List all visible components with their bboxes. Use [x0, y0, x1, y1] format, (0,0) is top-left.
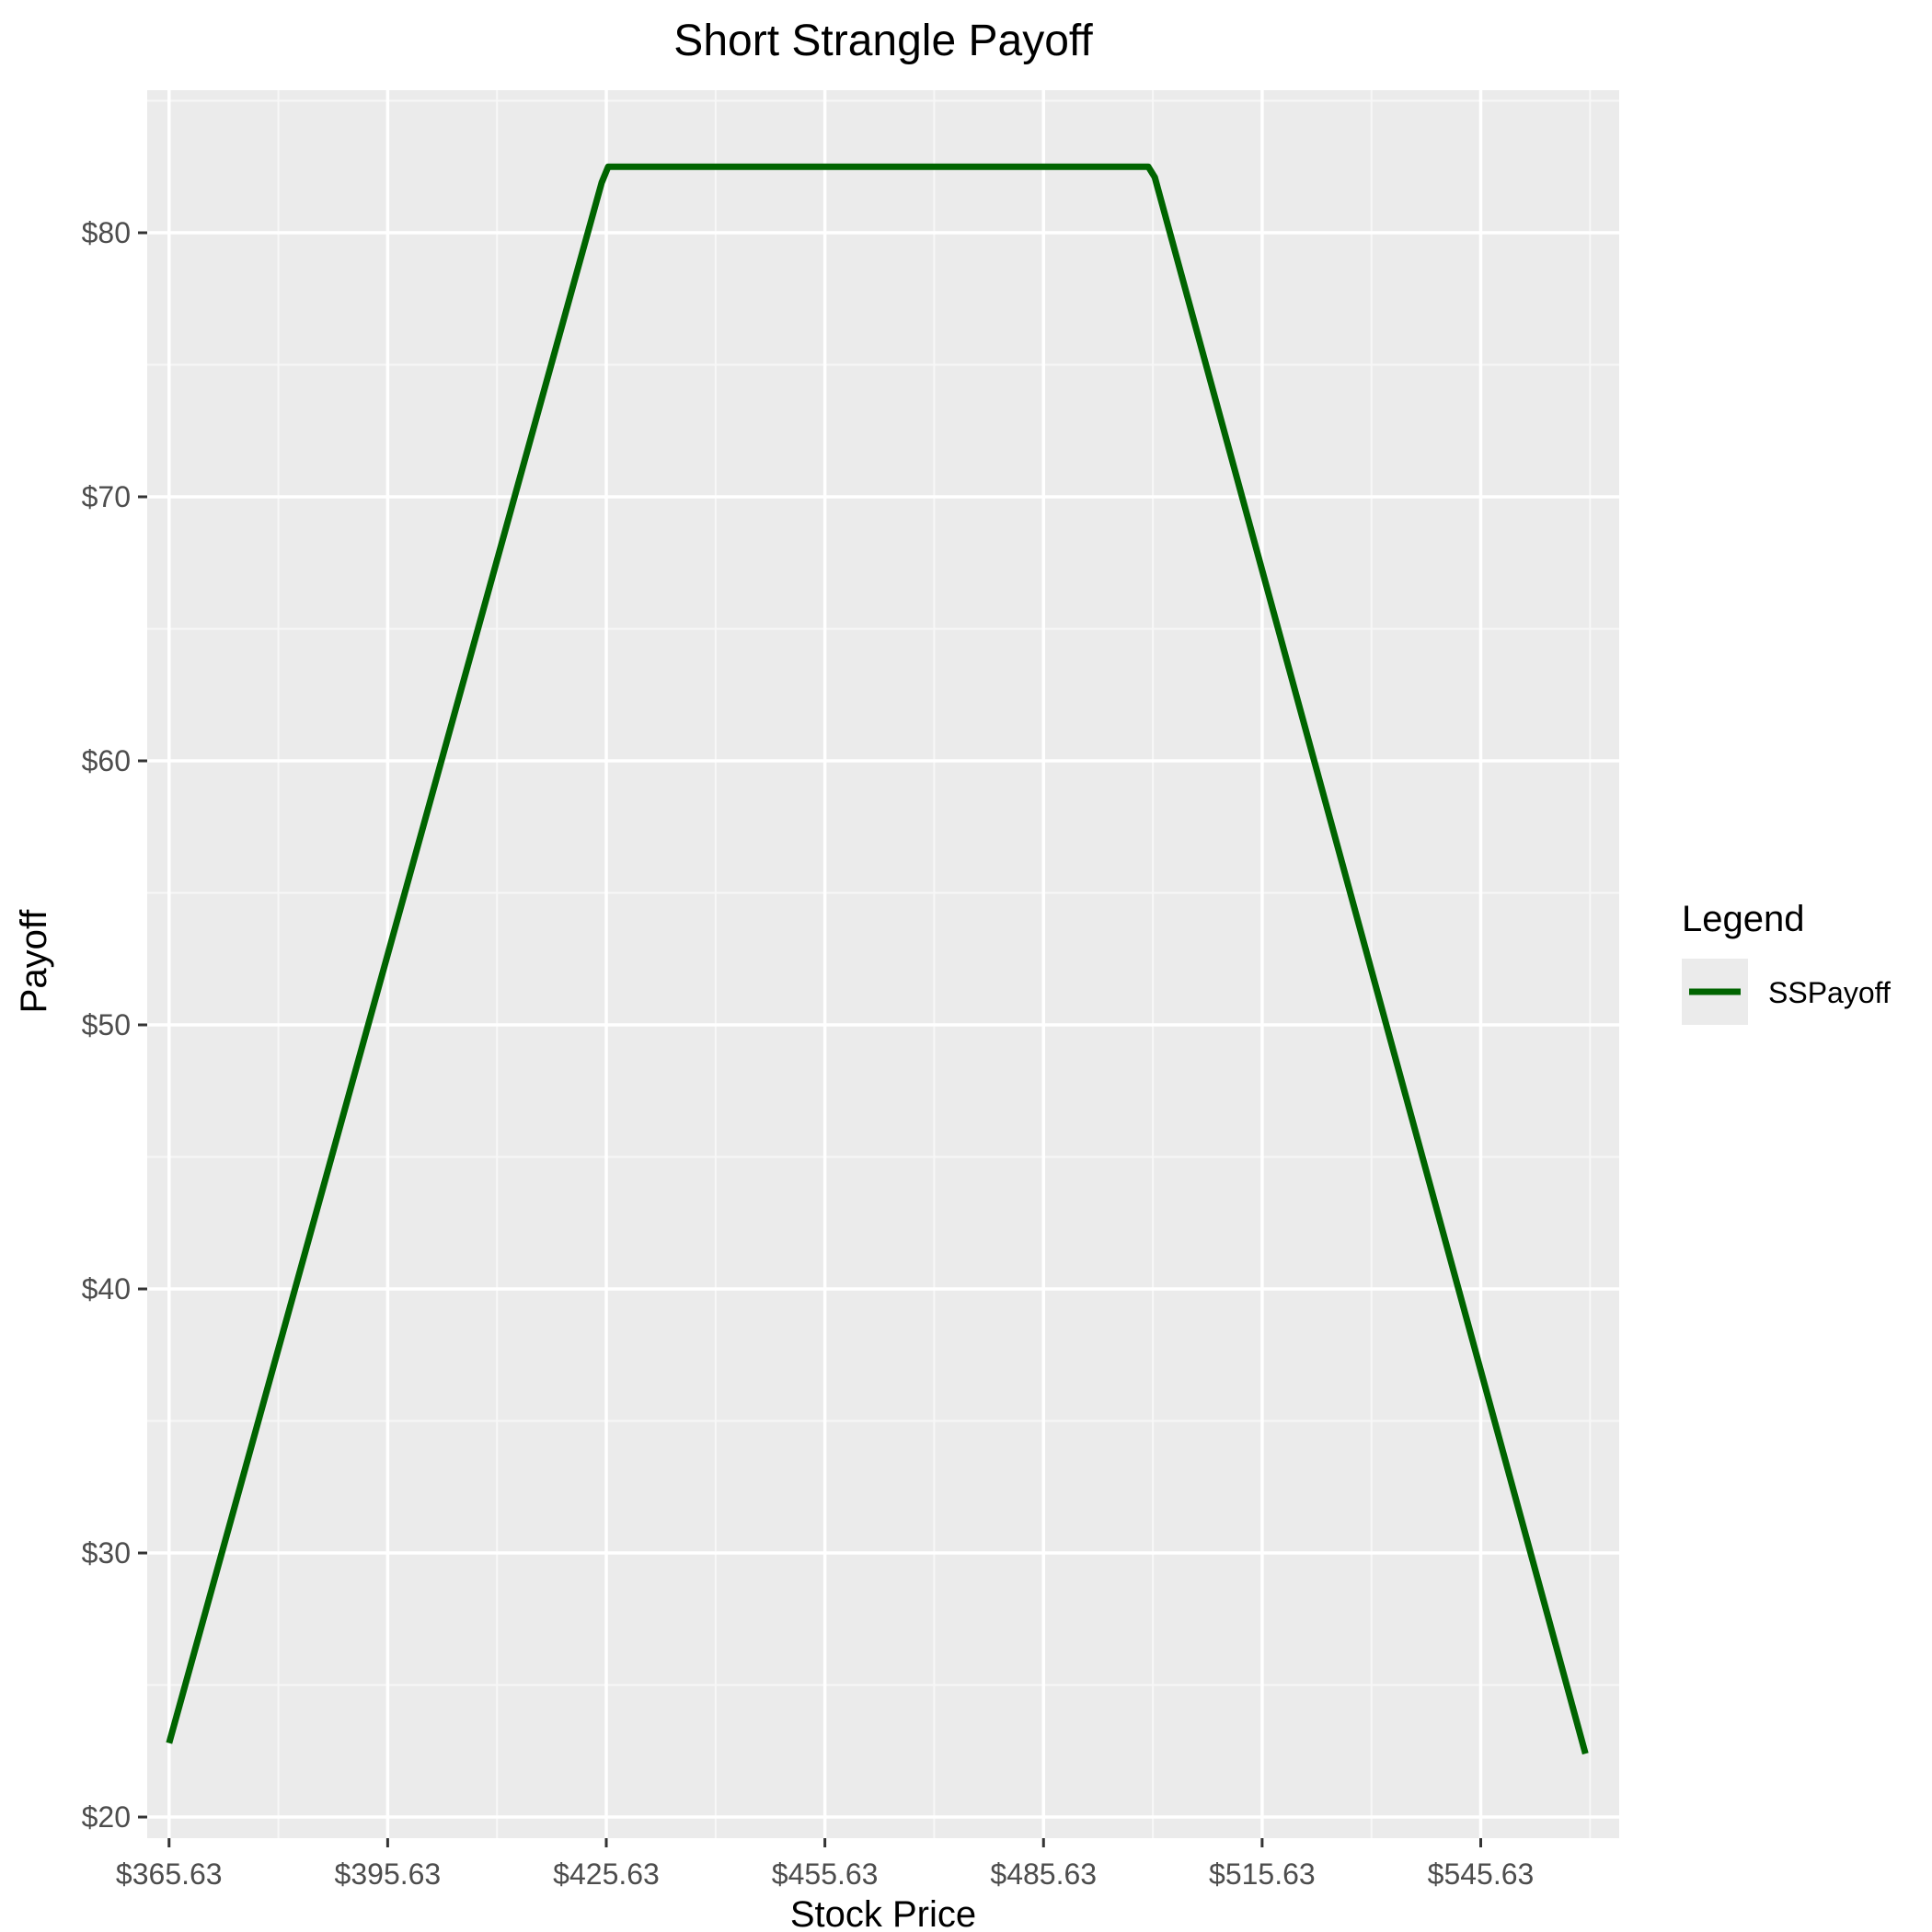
x-tick-label: $395.63: [335, 1857, 442, 1891]
plot-panel: [147, 90, 1619, 1838]
legend-title: Legend: [1682, 899, 1804, 939]
x-tick-label: $515.63: [1209, 1857, 1316, 1891]
y-tick-label: $40: [82, 1272, 131, 1305]
x-axis-title: Stock Price: [790, 1894, 976, 1932]
y-tick-label: $70: [82, 480, 131, 513]
y-axis: $20 $30 $40 $50 $60 $70 $80: [82, 216, 147, 1834]
y-tick-label: $60: [82, 744, 131, 777]
y-tick-label: $30: [82, 1536, 131, 1570]
series-layer: [166, 163, 1589, 1755]
x-tick-label: $455.63: [772, 1857, 879, 1891]
legend: Legend SSPayoff: [1682, 899, 1891, 1025]
series-line-sspayoff: [166, 163, 1589, 1755]
legend-label-sspayoff: SSPayoff: [1768, 976, 1891, 1009]
x-tick-label: $365.63: [116, 1857, 223, 1891]
y-axis-title: Payoff: [14, 909, 54, 1014]
x-tick-label: $545.63: [1428, 1857, 1535, 1891]
x-tick-label: $425.63: [553, 1857, 660, 1891]
major-gridlines: [147, 90, 1619, 1838]
y-tick-label: $80: [82, 216, 131, 249]
x-tick-label: $485.63: [990, 1857, 1097, 1891]
y-tick-label: $50: [82, 1008, 131, 1041]
chart-title: Short Strangle Payoff: [673, 17, 1093, 65]
x-axis: $365.63 $395.63 $425.63 $455.63 $485.63 $515.…: [116, 1838, 1534, 1891]
y-tick-label: $20: [82, 1800, 131, 1834]
